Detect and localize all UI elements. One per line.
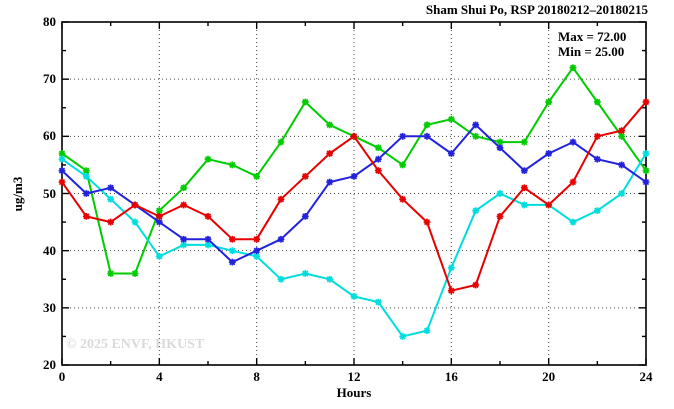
- series-markers-cyan: [58, 150, 650, 340]
- x-axis-label: Hours: [336, 385, 372, 400]
- y-tick-label: 40: [43, 242, 56, 258]
- x-tick-label: 20: [542, 369, 556, 384]
- series-line-cyan: [61, 152, 647, 338]
- x-tick-label: 24: [639, 369, 653, 384]
- x-tick-label: 4: [156, 369, 163, 384]
- min-annotation: Min = 25.00: [558, 44, 625, 59]
- x-tick-label: 12: [347, 369, 361, 384]
- y-tick-label: 30: [43, 299, 56, 315]
- max-annotation: Max = 72.00: [558, 29, 627, 44]
- chart-title: Sham Shui Po, RSP 20180212–20180215: [425, 2, 648, 17]
- series-markers-blue: [58, 121, 650, 266]
- x-tick-label: 8: [253, 369, 260, 384]
- y-tick-label: 70: [43, 71, 56, 87]
- y-tick-label: 50: [43, 185, 56, 201]
- y-tick-label: 60: [43, 128, 56, 144]
- y-tick-label: 20: [43, 357, 56, 372]
- series-markers-red: [58, 98, 650, 295]
- x-tick-label: 0: [58, 369, 66, 384]
- y-tick-label: 80: [43, 14, 56, 29]
- series-markers-green: [58, 64, 650, 277]
- watermark: © 2025 ENVF, HKUST: [66, 337, 205, 352]
- x-tick-label: 16: [444, 369, 458, 384]
